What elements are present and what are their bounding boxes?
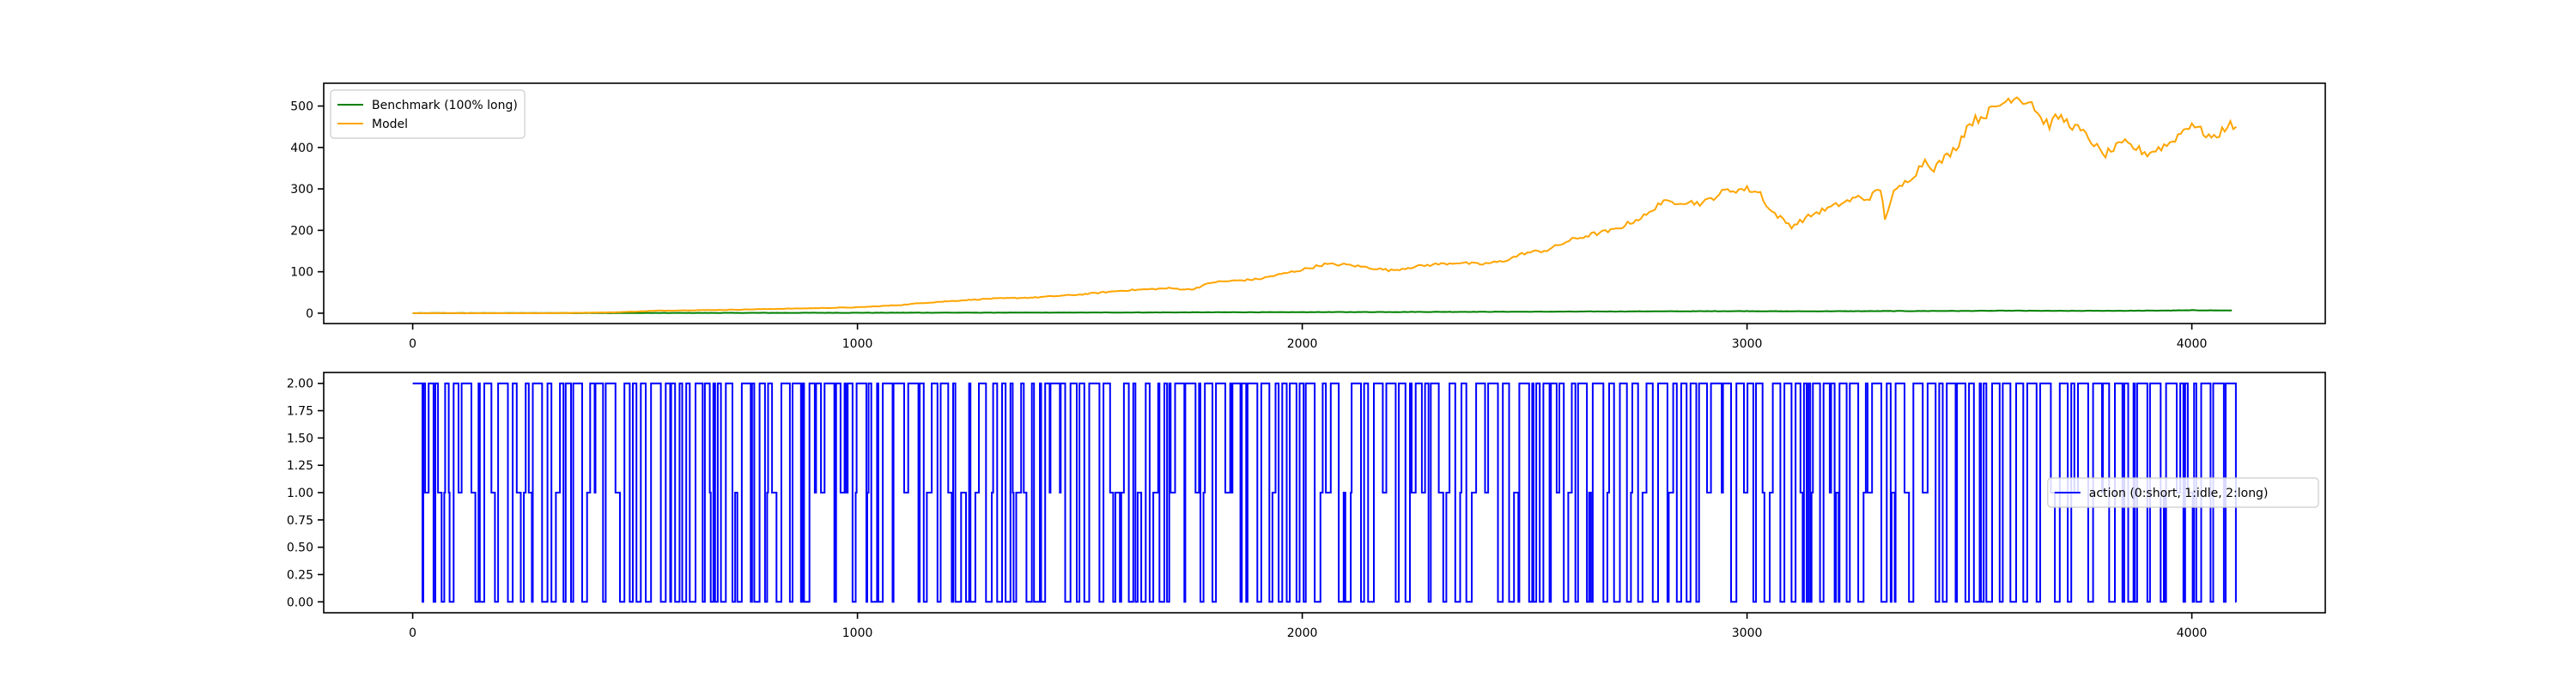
x-tick-label: 4000: [2177, 626, 2208, 640]
y-tick-label: 0.75: [287, 514, 313, 528]
legend-box: [2047, 477, 2319, 508]
chart-panel-2: 0 1000 2000 3000 4000 0.00 0.25 0.50 0.75 1.00 1.2…: [287, 372, 2326, 640]
y-tick-label: 0.00: [287, 596, 313, 609]
y-tick-label: 0: [306, 307, 313, 321]
x-tick-label: 0: [409, 337, 416, 351]
series-line-benchmark: [412, 309, 2233, 315]
y-tick-label: 300: [290, 183, 313, 197]
x-tick-label: 0: [409, 626, 416, 640]
y-tick-label: 200: [290, 224, 313, 238]
legend: action (0:short, 1:idle, 2:long): [2047, 477, 2319, 508]
series-group: [412, 96, 2238, 315]
y-tick-label: 1.25: [287, 459, 313, 473]
x-tick-label: 3000: [1732, 337, 1763, 351]
legend-box: [330, 89, 526, 139]
axes-frame: [323, 82, 2326, 324]
x-tick-label: 1000: [842, 626, 873, 640]
series-line-action: [412, 382, 2237, 603]
x-tick-label: 4000: [2177, 337, 2208, 351]
y-tick-label: 100: [290, 266, 313, 280]
legend-label: Benchmark (100% long): [372, 99, 518, 112]
y-tick-label: 1.50: [287, 432, 313, 445]
series-group: [412, 382, 2237, 603]
y-tick-label: 400: [290, 142, 313, 155]
y-tick-label: 0.25: [287, 568, 313, 582]
x-tick-label: 2000: [1287, 626, 1318, 640]
legend-label: Model: [372, 118, 408, 131]
y-tick-label: 1.75: [287, 405, 313, 419]
series-line-model: [412, 96, 2238, 315]
y-tick-label: 500: [290, 100, 313, 114]
chart-panel-1: 0 1000 2000 3000 4000 0 100 200 300 400 500 Benchma…: [290, 82, 2326, 351]
x-tick-label: 3000: [1732, 626, 1763, 640]
x-tick-label: 1000: [842, 337, 873, 351]
legend-label: action (0:short, 1:idle, 2:long): [2089, 487, 2269, 500]
y-tick-label: 1.00: [287, 487, 313, 500]
y-tick-label: 2.00: [287, 378, 313, 391]
legend: Benchmark (100% long) Model: [330, 89, 526, 139]
x-tick-label: 2000: [1287, 337, 1318, 351]
y-tick-label: 0.50: [287, 542, 313, 555]
